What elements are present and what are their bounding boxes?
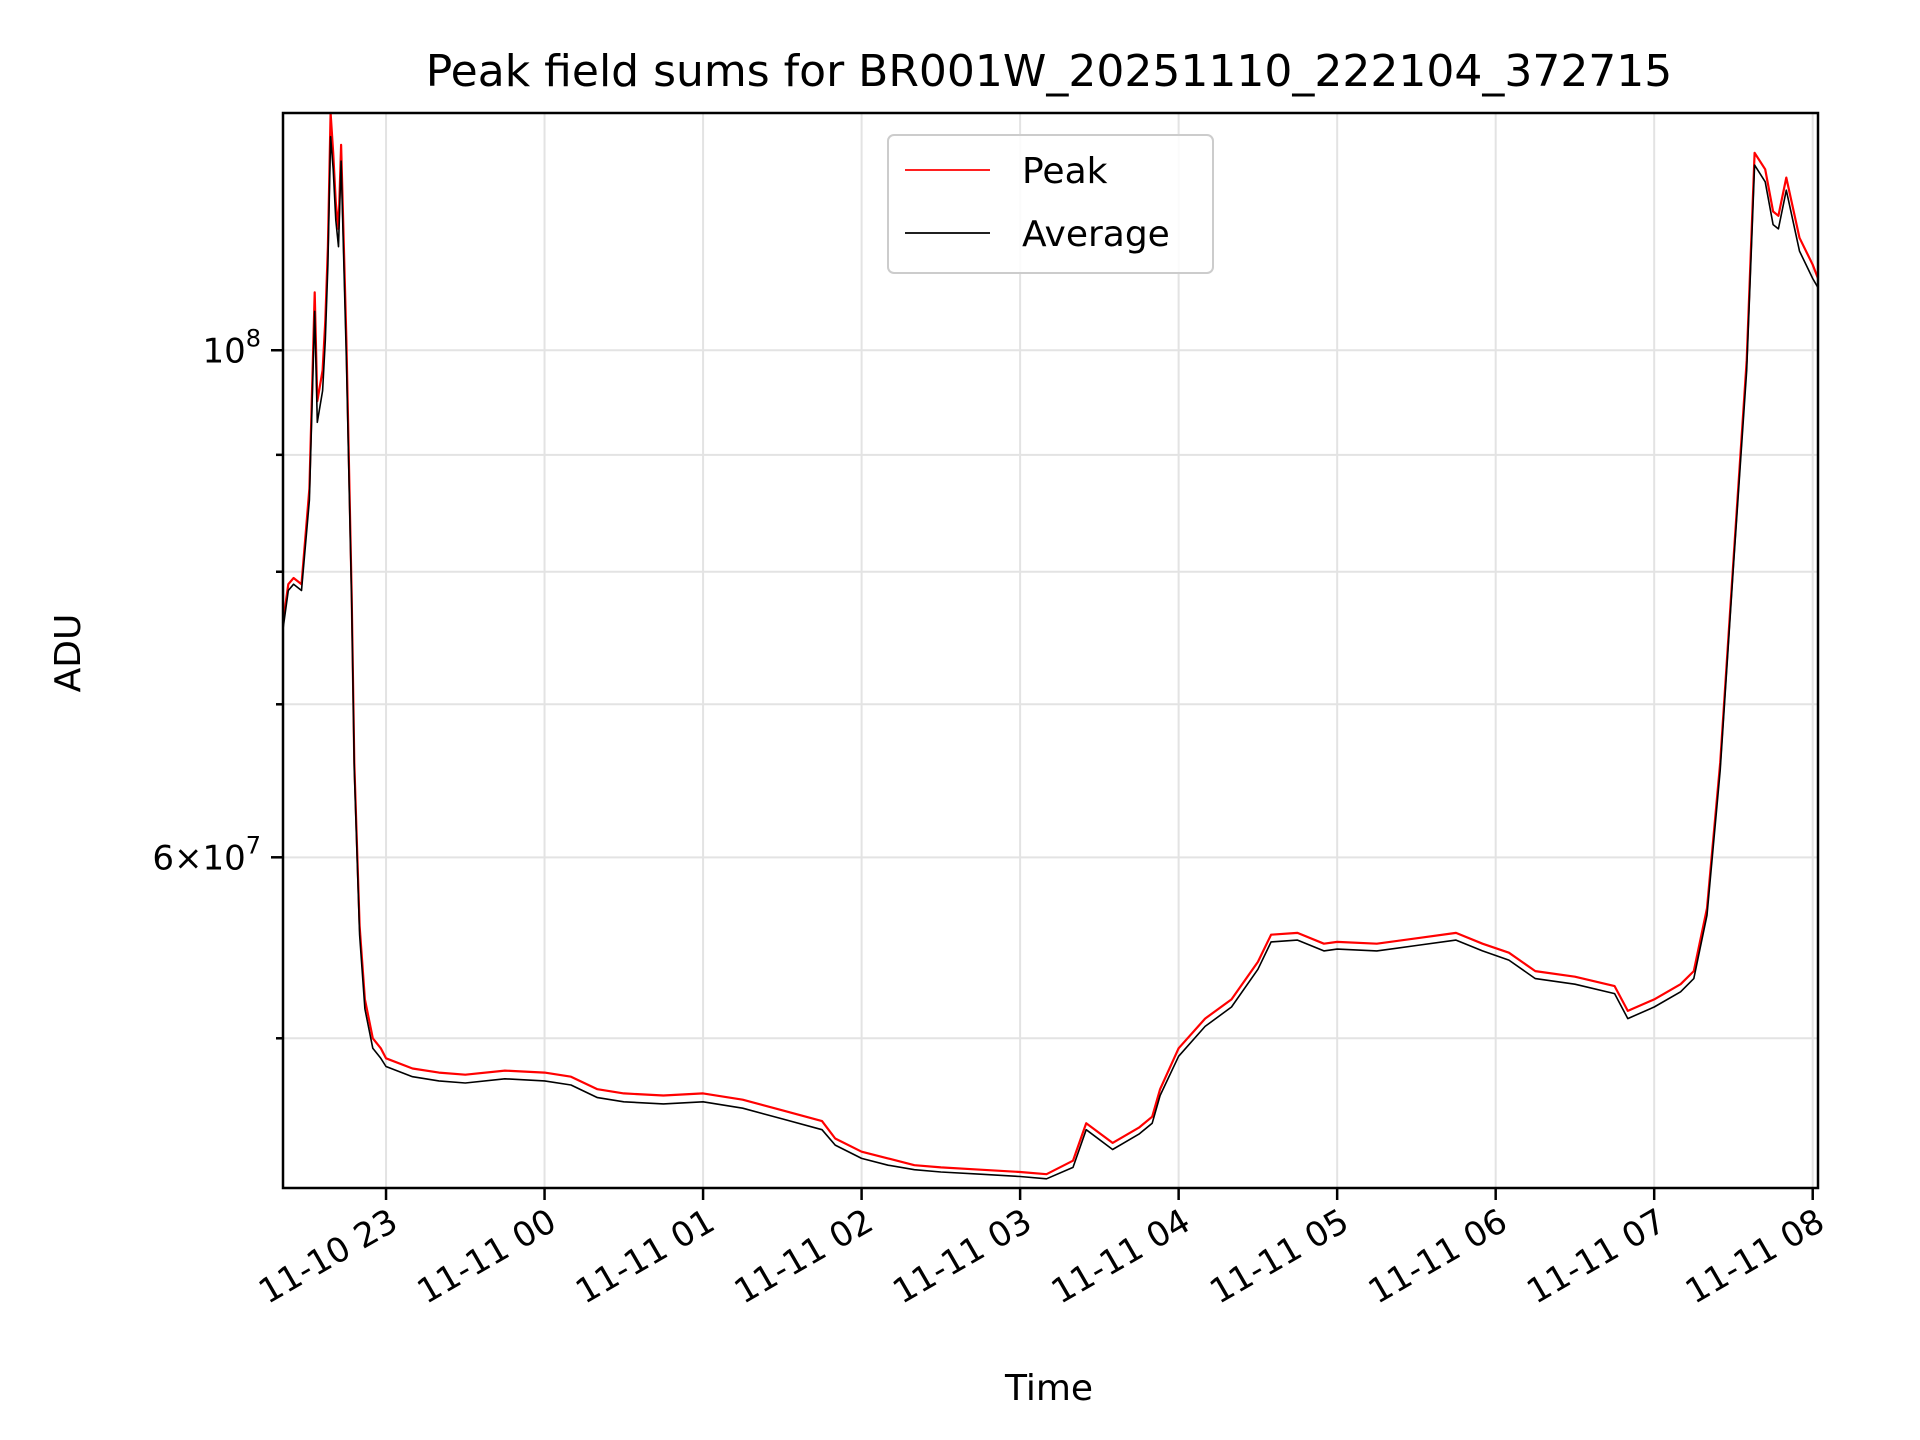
legend: Peak Average: [887, 134, 1214, 274]
x-tick-label: 11-11 00: [411, 1201, 563, 1312]
x-tick-label: 11-11 04: [1045, 1201, 1197, 1312]
x-axis-label: Time: [1004, 1368, 1093, 1409]
series-line-average: [282, 135, 1819, 1180]
x-tick-label: 11-11 05: [1203, 1201, 1355, 1312]
legend-label-average: Average: [1022, 214, 1170, 255]
x-tick-label: 11-11 02: [728, 1201, 880, 1312]
chart-title: Peak field sums for BR001W_20251110_2221…: [426, 46, 1673, 97]
x-tick-label: 11-11 01: [569, 1201, 721, 1312]
x-tick-label: 11-11 08: [1679, 1201, 1831, 1312]
legend-label-peak: Peak: [1022, 151, 1108, 192]
x-axis: 11-10 23 11-11 00 11-11 01 11-11 02 11-11 03…: [252, 1188, 1831, 1312]
x-tick-label: 11-11 07: [1520, 1201, 1672, 1312]
y-axis: 6×107 108: [152, 324, 283, 1040]
plot-frame: [281, 111, 1820, 1190]
y-tick-label: 6×107: [152, 831, 261, 878]
x-tick-label: 11-11 03: [886, 1201, 1038, 1312]
x-tick-label: 11-10 23: [252, 1201, 404, 1312]
series-layer: [281, 111, 1820, 1180]
y-tick-label: 108: [202, 324, 261, 371]
grid: [283, 113, 1818, 1188]
y-axis-label: ADU: [48, 614, 89, 693]
x-tick-label: 11-11 06: [1362, 1201, 1514, 1312]
